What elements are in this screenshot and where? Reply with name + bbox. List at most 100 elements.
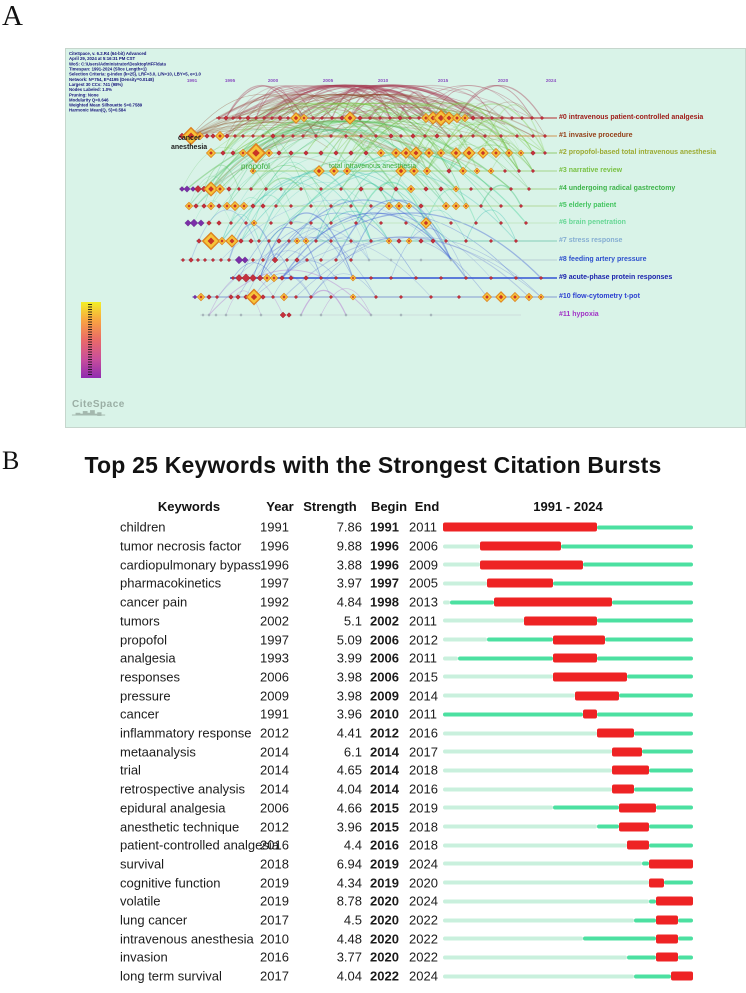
cluster-arc <box>283 236 530 298</box>
cell-keyword: children <box>120 519 166 535</box>
cluster-label: #7 stress response <box>559 236 623 244</box>
cell-year: 2014 <box>260 744 289 760</box>
cluster-arc <box>390 228 467 279</box>
fan-arc <box>190 120 329 148</box>
cluster-arc <box>350 199 452 261</box>
keyword-node-core <box>267 151 271 155</box>
cluster-arc <box>426 150 464 172</box>
keyword-node <box>338 186 344 192</box>
keyword-node-core <box>229 238 235 244</box>
keyword-node <box>250 257 256 263</box>
cell-keyword: pharmacokinetics <box>120 575 222 591</box>
keyword-node <box>299 313 303 317</box>
keyword-node <box>236 186 242 192</box>
keyword-node <box>286 238 292 244</box>
keyword-node <box>284 257 290 263</box>
keyword-node <box>516 168 522 174</box>
keyword-node <box>250 203 256 209</box>
bar-burst <box>656 896 693 906</box>
cluster-arc <box>255 86 314 119</box>
keyword-node <box>343 133 349 139</box>
keyword-node-core <box>413 150 419 156</box>
keyword-node-core <box>207 237 215 245</box>
cell-strength: 6.94 <box>336 856 362 872</box>
keyword-node <box>197 219 205 227</box>
cell-end: 2020 <box>409 875 438 891</box>
cluster-arc <box>232 84 333 119</box>
keyword-node <box>538 275 544 281</box>
bar-burst <box>487 578 554 588</box>
cell-keyword: inflammatory response <box>120 725 252 741</box>
keyword-node <box>422 133 428 139</box>
keyword-node-core <box>387 239 391 243</box>
cluster-arc <box>225 84 297 119</box>
cluster-arc <box>232 102 546 154</box>
burst-bar <box>443 822 693 832</box>
bar-active-post <box>634 787 693 792</box>
cell-strength: 4.84 <box>336 594 362 610</box>
cluster-arc <box>220 199 452 261</box>
cluster-arc <box>234 93 546 137</box>
citespace-info-line: Pruning: None <box>69 92 99 98</box>
keyword-node-core <box>527 295 531 299</box>
cluster-arc <box>462 149 520 172</box>
bar-burst <box>443 522 598 532</box>
bar-active-post <box>612 600 693 605</box>
cell-end: 2012 <box>409 632 438 648</box>
cell-year: 1992 <box>260 594 289 610</box>
cell-keyword: trial <box>120 762 141 778</box>
cell-keyword: epidural analgesia <box>120 800 226 816</box>
keyword-node <box>318 275 324 281</box>
keyword-node <box>398 133 404 139</box>
bar-active-pre <box>597 824 620 829</box>
cluster-arc <box>315 198 372 242</box>
keyword-node-core <box>409 187 413 191</box>
cluster-arc <box>340 160 427 190</box>
keyword-node <box>188 257 194 263</box>
burst-bar <box>443 934 693 944</box>
cluster-arc <box>232 102 430 154</box>
keyword-node <box>269 115 275 121</box>
cluster-arc <box>303 85 474 119</box>
keyword-node <box>206 220 212 226</box>
cell-keyword: cancer <box>120 706 160 722</box>
cluster-arc <box>346 116 464 172</box>
cell-year: 2017 <box>260 968 289 984</box>
bar-inactive <box>443 637 488 642</box>
bar-active-pre <box>450 600 495 605</box>
citespace-info-line: WoS: C:\Users\Administrator\Desktop\HFF\… <box>69 61 166 67</box>
cluster-arc <box>310 236 488 298</box>
cell-begin: 2019 <box>370 856 399 872</box>
cluster-arc <box>426 144 506 172</box>
cluster-arc <box>379 89 434 119</box>
keyword-node-core <box>199 295 203 299</box>
cluster-arc <box>281 260 337 279</box>
cluster-arc <box>252 129 447 207</box>
cluster-arc <box>278 102 430 154</box>
keyword-node <box>339 115 345 121</box>
citespace-info-line: Largest 30 CCs: 741 (98%) <box>69 81 123 87</box>
citespace-info-line: Selection Criteria: g-index (k=25), LRF=… <box>69 71 201 77</box>
keyword-node-core <box>407 204 411 208</box>
cell-end: 2016 <box>409 781 438 797</box>
cluster-arc <box>426 149 464 172</box>
citespace-info-block: CiteSpace, v. 6.2.R4 (64-bit) Advanced Ap… <box>69 51 329 113</box>
keyword-node-core <box>198 134 202 138</box>
bar-burst <box>656 915 679 925</box>
keyword-node <box>196 238 202 244</box>
keyword-node <box>218 257 224 263</box>
cluster-arc <box>281 212 542 279</box>
cluster-arc <box>266 212 517 279</box>
cell-strength: 3.99 <box>336 650 362 666</box>
keyword-node <box>470 133 476 139</box>
keyword-node <box>333 275 339 281</box>
bar-active-post <box>604 637 693 642</box>
keyword-node <box>438 186 444 192</box>
cluster-arc <box>247 84 333 119</box>
network-node-label: cancer <box>178 134 201 142</box>
keyword-node <box>377 115 383 121</box>
keyword-node <box>260 294 266 300</box>
keyword-node <box>268 220 274 226</box>
cluster-arc <box>232 85 503 119</box>
keyword-node <box>266 238 272 244</box>
